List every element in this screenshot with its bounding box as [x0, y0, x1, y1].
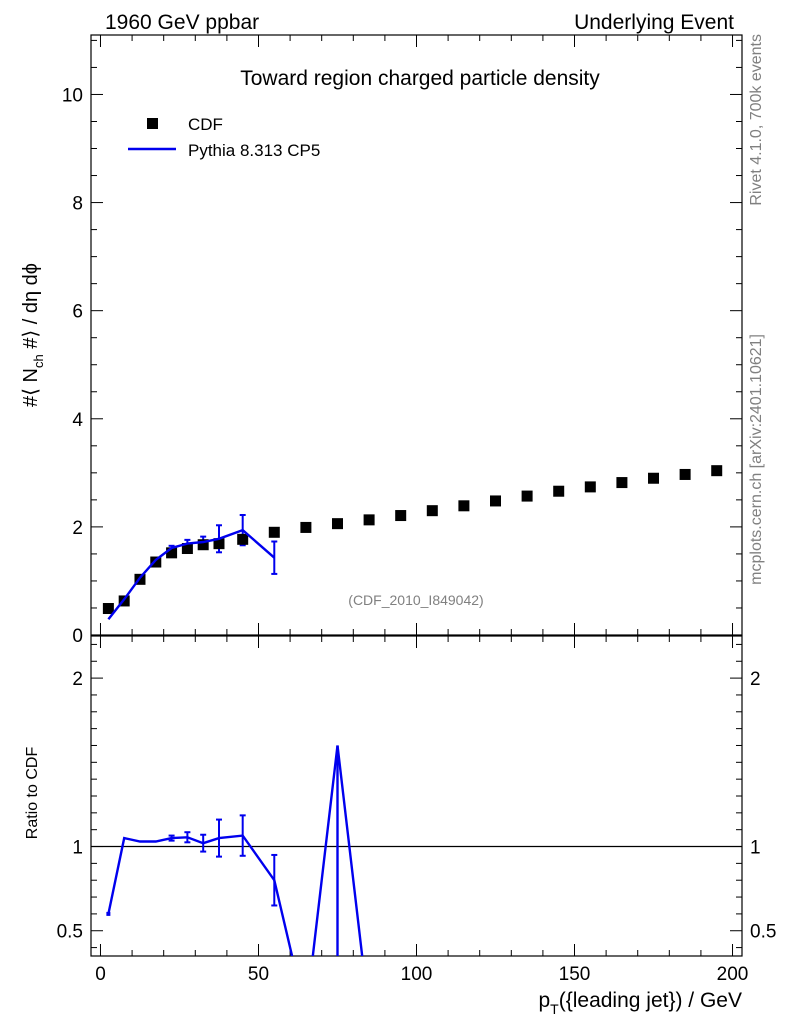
cdf-point: [711, 465, 723, 477]
legend-label-cdf: CDF: [188, 115, 223, 134]
x-tick-labels: 0 50 100 150 200: [95, 964, 748, 985]
x-tick-label: 0: [95, 964, 106, 985]
main-y-tick-label: 8: [72, 194, 83, 215]
main-y-tick-label: 2: [72, 518, 83, 539]
ratio-line: [107, 745, 364, 956]
main-ticks: [91, 35, 742, 636]
main-y-tick-label: 6: [72, 302, 83, 323]
cdf-point: [395, 510, 407, 522]
analysis-label: (CDF_2010_I849042): [348, 592, 483, 608]
main-y-tick-labels: 0 2 4 6 8 10: [62, 85, 84, 647]
pythia-line: [107, 528, 276, 621]
rivet-label: Rivet 4.1.0, 700k events: [748, 34, 765, 206]
x-tick-label: 100: [401, 964, 433, 985]
ratio-y-tick-label-right: 2: [750, 669, 761, 690]
legend-marker-cdf: [147, 118, 158, 129]
main-panel: 0 2 4 6 8 10 Toward region charged particle d…: [20, 34, 743, 647]
main-title: Toward region charged particle density: [240, 67, 600, 90]
legend: CDF Pythia 8.313 CP5: [128, 115, 320, 160]
ratio-y-tick-label: 2: [72, 669, 83, 690]
ratio-y-tick-labels: 0.5 0.5 1 1 2 2: [57, 669, 777, 943]
main-y-tick-label: 10: [62, 85, 83, 106]
ratio-panel: 0.5 0.5 1 1 2 2 0 50 100 150 200 Ratio to CDF pT(…: [24, 635, 777, 1017]
ratio-series-group: [106, 745, 364, 956]
main-y-tick-label: 4: [72, 410, 83, 431]
ratio-data-layer: [106, 745, 364, 956]
cdf-point: [197, 539, 209, 551]
x-tick-label: 150: [559, 964, 591, 985]
cdf-point: [616, 477, 628, 489]
cdf-point: [300, 521, 312, 533]
cdf-point: [268, 526, 280, 538]
cdf-point: [679, 468, 691, 480]
cdf-point: [363, 514, 375, 526]
ratio-point: [106, 911, 111, 916]
main-y-tick-label: 0: [72, 626, 83, 647]
mcplots-label: mcplots.cern.ch [arXiv:2401.10621]: [748, 334, 765, 585]
cdf-point: [181, 543, 193, 555]
x-tick-label: 50: [248, 964, 269, 985]
cdf-point: [237, 533, 249, 545]
cdf-point: [584, 481, 596, 493]
header-left: 1960 GeV ppbar: [105, 11, 259, 34]
ratio-y-tick-label: 0.5: [57, 922, 83, 943]
cdf-point: [458, 500, 470, 512]
cdf-point: [213, 538, 225, 550]
cdf-point: [426, 505, 438, 517]
cdf-point: [490, 495, 502, 507]
cdf-point: [521, 490, 533, 502]
ratio-y-tick-label-right: 1: [750, 838, 761, 859]
main-y-axis-label: #⟨ Nch #⟩ / dη dϕ: [20, 263, 46, 407]
cdf-point: [553, 485, 565, 497]
ratio-y-tick-label: 1: [72, 838, 83, 859]
x-axis-label: pT({leading jet}) / GeV: [538, 989, 742, 1017]
cdf-point: [648, 472, 660, 484]
ratio-frame: [90, 635, 743, 957]
legend-label-pythia: Pythia 8.313 CP5: [188, 141, 320, 160]
ratio-y-axis-label: Ratio to CDF: [24, 747, 41, 840]
cdf-point: [150, 556, 162, 568]
cdf-point: [102, 603, 114, 615]
ratio-ticks: [91, 636, 742, 956]
main-data-layer: [102, 465, 723, 621]
x-tick-label: 200: [717, 964, 749, 985]
ratio-y-tick-label-right: 0.5: [750, 922, 776, 943]
cdf-point: [166, 547, 178, 559]
header-right: Underlying Event: [574, 11, 734, 34]
cdf-point: [331, 518, 343, 530]
